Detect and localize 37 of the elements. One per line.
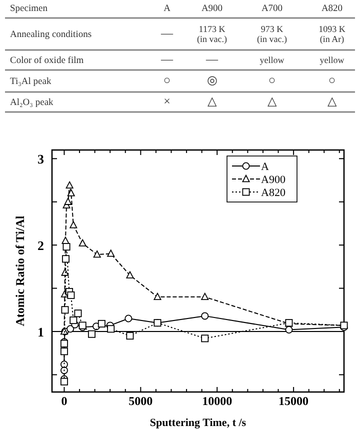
text: ○ <box>268 73 276 87</box>
category-label: A820 <box>321 4 343 14</box>
category-label: Al₂O₃ peak <box>10 98 54 108</box>
legend-label: A <box>261 161 269 173</box>
text: 1173 K (in vac.) <box>197 24 227 44</box>
text: ◎ <box>207 73 217 87</box>
text: yellow <box>260 55 284 65</box>
text: — <box>161 26 173 40</box>
x-tick-label: 5000 <box>128 394 153 408</box>
y-tick-label: 1 <box>38 324 44 340</box>
text: Specimen <box>10 4 48 14</box>
text: — <box>161 52 173 66</box>
x-tick-label: 0 <box>61 394 68 408</box>
y-tick-label: 2 <box>38 238 44 254</box>
text: 973 K (in vac.) <box>257 24 287 44</box>
category-label: Color of oxide film <box>10 56 84 66</box>
legend-label: A900 <box>261 174 286 186</box>
text: — <box>206 52 218 66</box>
category-label: Ti₃Al peak <box>10 77 52 87</box>
category-label: A900 <box>201 4 223 14</box>
text: △ <box>268 94 276 108</box>
x-axis-title: Sputtering Time, t /s <box>150 417 247 429</box>
text: △ <box>328 94 336 108</box>
y-axis-title: Atomic Ratio of Ti/Al <box>13 215 27 326</box>
legend-label: A820 <box>261 187 286 199</box>
text: × <box>164 94 170 108</box>
category-label: Annealing conditions <box>10 30 92 40</box>
text: ○ <box>163 73 171 87</box>
y-tick-label: 3 <box>38 152 44 167</box>
text: 1093 K (in Ar) <box>318 24 346 44</box>
x-tick-label: 15000 <box>278 394 309 408</box>
text: yellow <box>320 55 344 65</box>
category-label: A700 <box>261 4 283 14</box>
text: ○ <box>328 73 336 87</box>
text: △ <box>208 94 216 108</box>
x-tick-label: 10000 <box>202 394 232 408</box>
category-label: A <box>164 4 171 14</box>
